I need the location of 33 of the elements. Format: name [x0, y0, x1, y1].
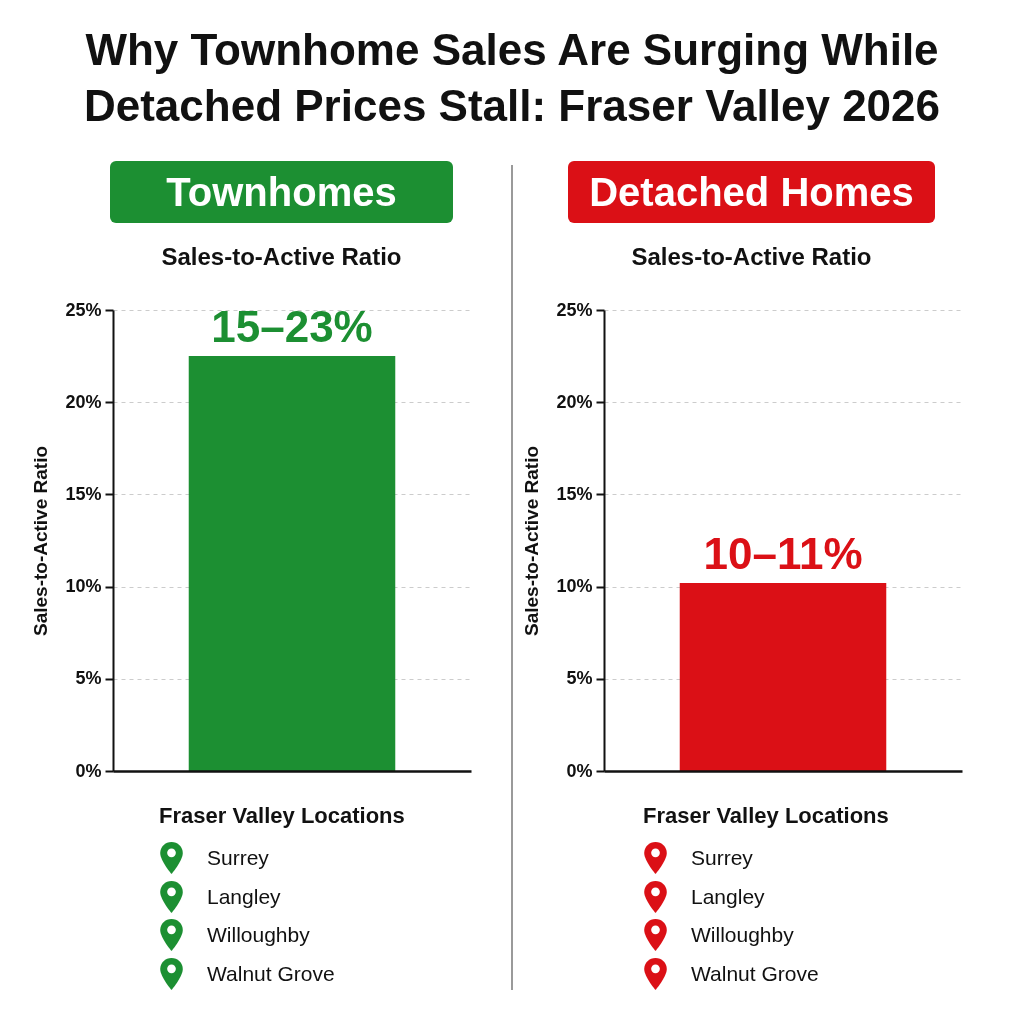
y-axis-title: Sales-to-Active Ratio [521, 445, 543, 637]
header-banner: Detached Homes [568, 161, 935, 223]
y-tick-label: 15% [556, 483, 593, 504]
text: Why Townhome Sales Are Surging While Detached Prices Stall: Fraser Valley 2026 [82, 24, 942, 132]
chart-title: Detached Homes [589, 169, 914, 216]
y-tick-label: 10% [556, 576, 593, 597]
y-tick-label: 20% [65, 391, 102, 412]
y-tick-label: 0% [566, 760, 593, 781]
x-axis-title: Fraser Valley Locations [643, 803, 889, 829]
text: Surrey [207, 845, 269, 871]
text: Walnut Grove [207, 961, 335, 988]
text: Langley [207, 883, 281, 910]
chart-title: Townhomes [166, 169, 397, 216]
chart-subtitle: Sales-to-Active Ratio [160, 243, 403, 271]
text: Willoughby [207, 922, 310, 949]
annotation: 10–11% [703, 528, 863, 578]
y-tick-label: 25% [556, 299, 593, 320]
y-tick-label: 5% [566, 668, 593, 689]
y-axis-title: Sales-to-Active Ratio [30, 445, 52, 637]
text: Surrey [691, 845, 753, 871]
chart-subtitle: Sales-to-Active Ratio [630, 243, 873, 271]
text: Walnut Grove [691, 961, 819, 988]
header-banner: Townhomes [110, 161, 453, 223]
x-axis-title: Fraser Valley Locations [159, 803, 405, 829]
y-tick-label: 10% [65, 576, 102, 597]
text: Willoughby [691, 922, 794, 949]
y-tick-label: 20% [556, 391, 593, 412]
y-tick-label: 0% [75, 760, 102, 781]
text: Langley [691, 883, 765, 910]
y-tick-label: 25% [65, 299, 102, 320]
y-tick-label: 15% [65, 483, 102, 504]
annotation: 15–23% [211, 302, 373, 352]
y-tick-label: 5% [75, 668, 102, 689]
